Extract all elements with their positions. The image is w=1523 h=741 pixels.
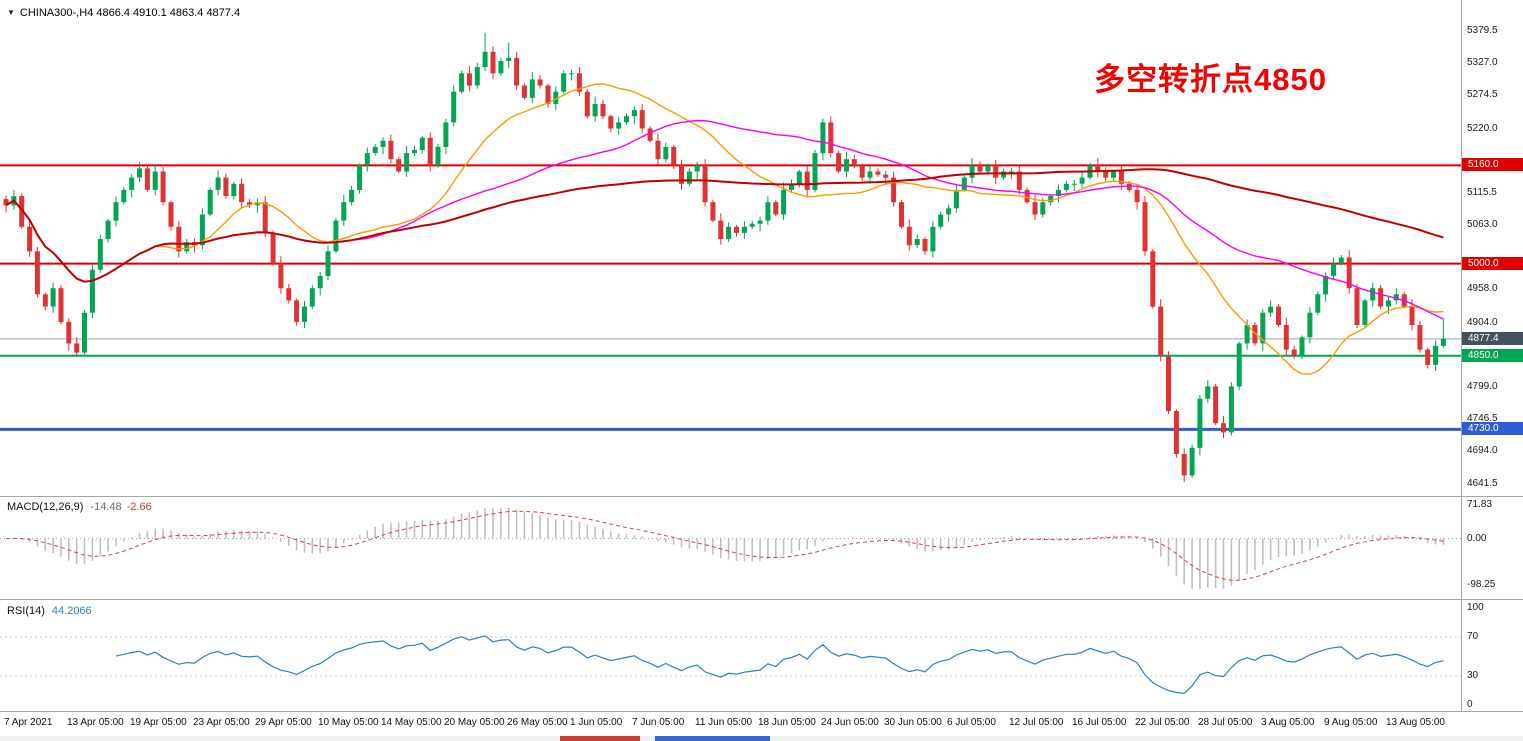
bottom-strip — [0, 736, 1523, 741]
panel-separator[interactable] — [0, 496, 1523, 497]
time-label: 14 May 05:00 — [381, 717, 442, 728]
rsi-tick: 0 — [1467, 699, 1473, 710]
macd-label: MACD(12,26,9) -14.48 -2.66 — [7, 501, 152, 513]
symbol-info-bar: ▼ CHINA300-,H4 4866.4 4910.1 4863.4 4877.… — [7, 7, 240, 19]
time-label: 1 Jun 05:00 — [570, 717, 623, 728]
time-label: 29 Apr 05:00 — [255, 717, 312, 728]
price-tick: 5220.0 — [1467, 123, 1498, 134]
time-label: 22 Jul 05:00 — [1135, 717, 1190, 728]
macd-signal-value: -2.66 — [126, 501, 152, 513]
rsi-tick: 70 — [1467, 631, 1479, 642]
price-tick: 4746.5 — [1467, 413, 1498, 424]
time-label: 16 Jul 05:00 — [1072, 717, 1127, 728]
time-label: 6 Jul 05:00 — [947, 717, 996, 728]
price-tick: 4958.0 — [1467, 283, 1498, 294]
time-label: 18 Jun 05:00 — [758, 717, 816, 728]
time-axis[interactable]: 7 Apr 2021 13 Apr 05:00 19 Apr 05:00 23 Apr… — [0, 712, 1523, 736]
rsi-value: 44.2066 — [51, 605, 92, 617]
macd-tick: 71.83 — [1467, 499, 1493, 510]
time-label: 24 Jun 05:00 — [821, 717, 879, 728]
time-label: 9 Aug 05:00 — [1324, 717, 1378, 728]
time-label: 12 Jul 05:00 — [1009, 717, 1064, 728]
price-tick: 4694.0 — [1467, 445, 1498, 456]
macd-name: MACD(12,26,9) — [7, 501, 84, 513]
price-tick: 5274.5 — [1467, 89, 1498, 100]
time-label: 20 May 05:00 — [444, 717, 505, 728]
price-tick: 4799.0 — [1467, 381, 1498, 392]
time-label: 23 Apr 05:00 — [193, 717, 250, 728]
price-axis[interactable]: 5379.5 5327.0 5274.5 5220.0 5115.5 5063.0 4958… — [1461, 0, 1523, 712]
panel-separator[interactable] — [0, 599, 1523, 600]
rsi-tick: 100 — [1467, 602, 1484, 613]
time-label: 3 Aug 05:00 — [1261, 717, 1315, 728]
price-tick: 4641.5 — [1467, 478, 1498, 489]
price-tick: 5115.5 — [1467, 187, 1497, 198]
macd-value: -14.48 — [90, 501, 122, 513]
time-label: 30 Jun 05:00 — [884, 717, 942, 728]
chevron-down-icon[interactable]: ▼ — [7, 8, 15, 17]
current-price-tag: 4877.4 — [1462, 332, 1523, 345]
price-tick: 4904.0 — [1467, 317, 1498, 328]
annotation-text[interactable]: 多空转折点4850 — [1094, 62, 1327, 97]
time-label: 7 Jun 05:00 — [632, 717, 685, 728]
price-level-tag: 4730.0 — [1462, 422, 1523, 435]
time-label: 28 Jul 05:00 — [1198, 717, 1253, 728]
symbol-ohlc-text: CHINA300-,H4 4866.4 4910.1 4863.4 4877.4 — [19, 7, 241, 19]
price-level-tag: 5000.0 — [1462, 257, 1523, 270]
time-label: 19 Apr 05:00 — [130, 717, 187, 728]
time-label: 13 Aug 05:00 — [1386, 717, 1445, 728]
time-label: 26 May 05:00 — [507, 717, 568, 728]
bottom-strip-segment — [560, 736, 640, 741]
price-tick: 5379.5 — [1467, 25, 1498, 36]
time-label: 10 May 05:00 — [318, 717, 379, 728]
price-tick: 5063.0 — [1467, 219, 1498, 230]
macd-tick: -98.25 — [1467, 579, 1496, 590]
time-label: 11 Jun 05:00 — [695, 717, 753, 728]
macd-tick: 0.00 — [1467, 533, 1487, 544]
panel-separator[interactable] — [0, 711, 1523, 712]
bottom-strip-segment — [655, 736, 770, 741]
time-label: 13 Apr 05:00 — [67, 717, 124, 728]
time-label: 7 Apr 2021 — [4, 717, 53, 728]
chart-canvas[interactable] — [0, 0, 1461, 736]
rsi-label: RSI(14) 44.2066 — [7, 605, 92, 617]
price-tick: 5327.0 — [1467, 57, 1498, 68]
price-level-tag: 5160.0 — [1462, 158, 1523, 171]
price-level-tag: 4850.0 — [1462, 349, 1523, 362]
rsi-tick: 30 — [1467, 670, 1479, 681]
rsi-name: RSI(14) — [7, 605, 45, 617]
